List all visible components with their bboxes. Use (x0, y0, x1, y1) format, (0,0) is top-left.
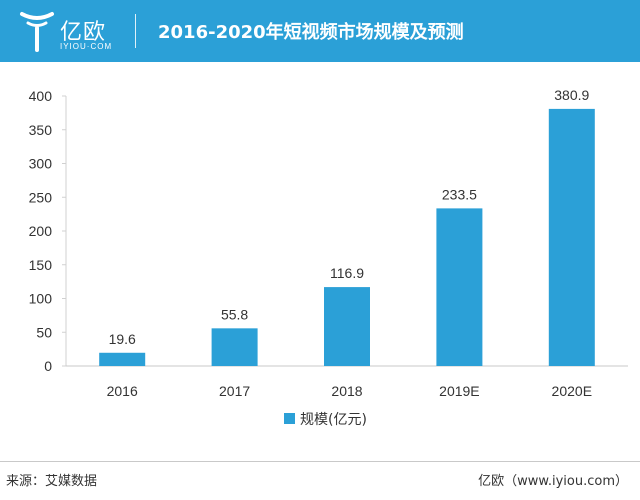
bar (436, 208, 483, 366)
bar-chart: 0 50 100 150 200 250 300 350 400 19.6 2016 55.8 201… (29, 87, 628, 428)
y-tick-label: 50 (36, 324, 52, 340)
y-tick-label: 200 (29, 223, 53, 239)
y-tick-label: 150 (29, 257, 53, 273)
site-credit: 亿欧（www.iyiou.com） (478, 474, 628, 489)
header-divider (135, 14, 136, 48)
y-axis: 0 50 100 150 200 250 300 350 400 (29, 88, 66, 374)
bar-value-label: 380.9 (554, 87, 589, 103)
y-tick-label: 400 (29, 88, 53, 104)
header-bar: 亿欧 IYIOU·COM 2016-2020年短视频市场规模及预测 (0, 0, 640, 62)
legend-swatch (284, 413, 295, 424)
y-tick-label: 0 (44, 358, 52, 374)
bar-value-label: 233.5 (442, 186, 477, 202)
brand-logo-text: 亿欧 (60, 20, 107, 45)
x-tick-label: 2016 (107, 383, 138, 399)
bar (99, 352, 146, 366)
bar-value-label: 116.9 (330, 265, 364, 281)
bar (324, 287, 370, 366)
x-tick-label: 2018 (331, 383, 362, 399)
legend-label: 规模(亿元) (300, 412, 367, 428)
y-tick-label: 350 (29, 122, 53, 138)
brand-logo: 亿欧 IYIOU·COM (18, 10, 128, 54)
x-tick-label: 2019E (439, 383, 479, 399)
x-tick-label: 2020E (552, 383, 592, 399)
bar-value-label: 55.8 (221, 306, 248, 322)
bar (548, 108, 595, 366)
brand-logo-subtext: IYIOU·COM (60, 42, 113, 51)
brand-logo-icon (20, 12, 54, 52)
bar-series: 19.6 2016 55.8 2017 116.9 2018 233.5 2019E 380.9… (99, 87, 595, 399)
x-tick-label: 2017 (219, 383, 250, 399)
y-tick-label: 250 (29, 189, 53, 205)
bar-value-label: 19.6 (109, 331, 136, 347)
page-title: 2016-2020年短视频市场规模及预测 (158, 22, 464, 43)
y-tick-label: 100 (29, 291, 53, 307)
chart-legend: 规模(亿元) (284, 412, 367, 428)
y-tick-label: 300 (29, 156, 53, 172)
footer-divider (0, 461, 640, 462)
source-note: 来源：艾媒数据 (6, 474, 98, 489)
bar (211, 328, 258, 366)
